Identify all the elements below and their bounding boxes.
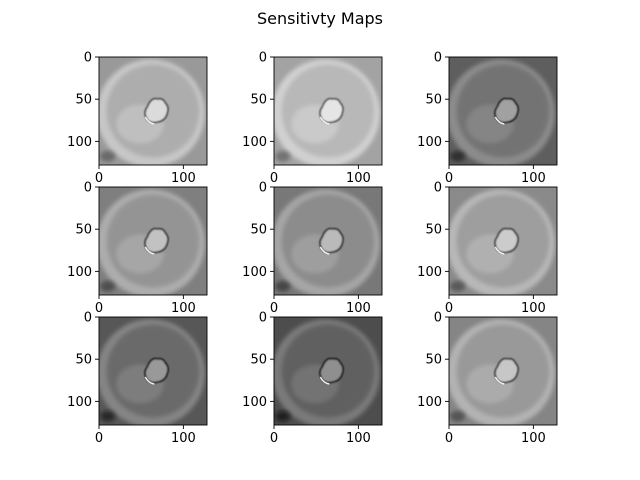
heatmap-corner-artifact [275,280,291,292]
heatmap-edge-highlight [144,376,155,385]
figure-title: Sensitivty Maps [257,9,383,28]
axes-frame [448,56,558,166]
heatmap-edge-highlight [319,376,330,385]
x-tick-label: 0 [270,431,278,446]
heatmap-corner-artifact [275,150,291,162]
x-tick-label: 100 [171,171,196,186]
axes-frame [273,56,383,166]
y-tick-label: 100 [417,395,442,410]
axes-frame [273,316,383,426]
y-tick-label: 50 [250,223,267,238]
y-tick-label: 0 [259,51,267,66]
heatmap-edge-highlight [494,246,505,255]
y-tick-label: 100 [242,265,267,280]
heatmap-edge-highlight [319,116,330,125]
heatmap-edge-highlight [319,246,330,255]
axes-frame [98,186,208,296]
panel-grid: 0 100 0 50 100 0 100 0 50 100 0 100 0 50 100 0 100 0 50 100… [67,51,558,446]
sensitivity-map-panel: 0 100 0 50 100 [417,181,558,316]
x-tick-label: 100 [346,431,371,446]
axes-frame [273,186,383,296]
y-tick-label: 0 [434,51,442,66]
y-tick-label: 50 [75,223,92,238]
y-tick-label: 100 [242,395,267,410]
sensitivity-map-panel: 0 100 0 50 100 [242,311,383,446]
y-tick-label: 100 [242,135,267,150]
sensitivity-map-panel: 0 100 0 50 100 [417,311,558,446]
heatmap-corner-artifact [100,280,116,292]
y-tick-label: 50 [75,93,92,108]
heatmap-image [274,57,382,165]
x-tick-label: 0 [445,171,453,186]
heatmap-image [274,317,382,425]
heatmap-image [449,187,557,295]
heatmap-corner-artifact [100,150,116,162]
y-tick-label: 100 [417,135,442,150]
x-tick-label: 100 [346,171,371,186]
y-tick-label: 0 [84,51,92,66]
y-tick-label: 0 [434,311,442,326]
x-tick-label: 100 [521,301,546,316]
axes-frame [98,56,208,166]
heatmap-corner-artifact [450,280,466,292]
heatmap-corner-artifact [450,150,466,162]
x-tick-label: 100 [346,301,371,316]
heatmap-corner-artifact [450,410,466,422]
x-tick-label: 0 [445,431,453,446]
heatmap-edge-highlight [494,116,505,125]
y-tick-label: 50 [425,93,442,108]
sensitivity-map-panel: 0 100 0 50 100 [242,181,383,316]
y-tick-label: 50 [425,353,442,368]
heatmap-image [99,57,207,165]
x-tick-label: 0 [270,301,278,316]
x-tick-label: 0 [95,171,103,186]
y-tick-label: 100 [67,265,92,280]
heatmap-image [99,317,207,425]
sensitivity-map-panel: 0 100 0 50 100 [67,311,208,446]
y-tick-label: 50 [75,353,92,368]
x-tick-label: 0 [270,171,278,186]
sensitivity-map-panel: 0 100 0 50 100 [242,51,383,186]
y-tick-label: 0 [84,181,92,196]
y-tick-label: 100 [67,395,92,410]
y-tick-label: 0 [259,181,267,196]
y-tick-label: 100 [67,135,92,150]
heatmap-edge-highlight [144,116,155,125]
sensitivity-map-panel: 0 100 0 50 100 [417,51,558,186]
heatmap-corner-artifact [100,410,116,422]
y-tick-label: 0 [434,181,442,196]
x-tick-label: 0 [95,301,103,316]
y-tick-label: 50 [425,223,442,238]
heatmap-image [449,57,557,165]
axes-frame [448,316,558,426]
x-tick-label: 100 [171,431,196,446]
sensitivity-map-panel: 0 100 0 50 100 [67,51,208,186]
sensitivity-map-panel: 0 100 0 50 100 [67,181,208,316]
x-tick-label: 0 [95,431,103,446]
heatmap-edge-highlight [494,376,505,385]
heatmap-edge-highlight [144,246,155,255]
y-tick-label: 100 [417,265,442,280]
axes-frame [448,186,558,296]
x-tick-label: 0 [445,301,453,316]
y-tick-label: 0 [84,311,92,326]
x-tick-label: 100 [521,171,546,186]
axes-frame [98,316,208,426]
heatmap-corner-artifact [275,410,291,422]
y-tick-label: 0 [259,311,267,326]
x-tick-label: 100 [171,301,196,316]
heatmap-image [449,317,557,425]
y-tick-label: 50 [250,93,267,108]
y-tick-label: 50 [250,353,267,368]
heatmap-image [274,187,382,295]
heatmap-image [99,187,207,295]
x-tick-label: 100 [521,431,546,446]
